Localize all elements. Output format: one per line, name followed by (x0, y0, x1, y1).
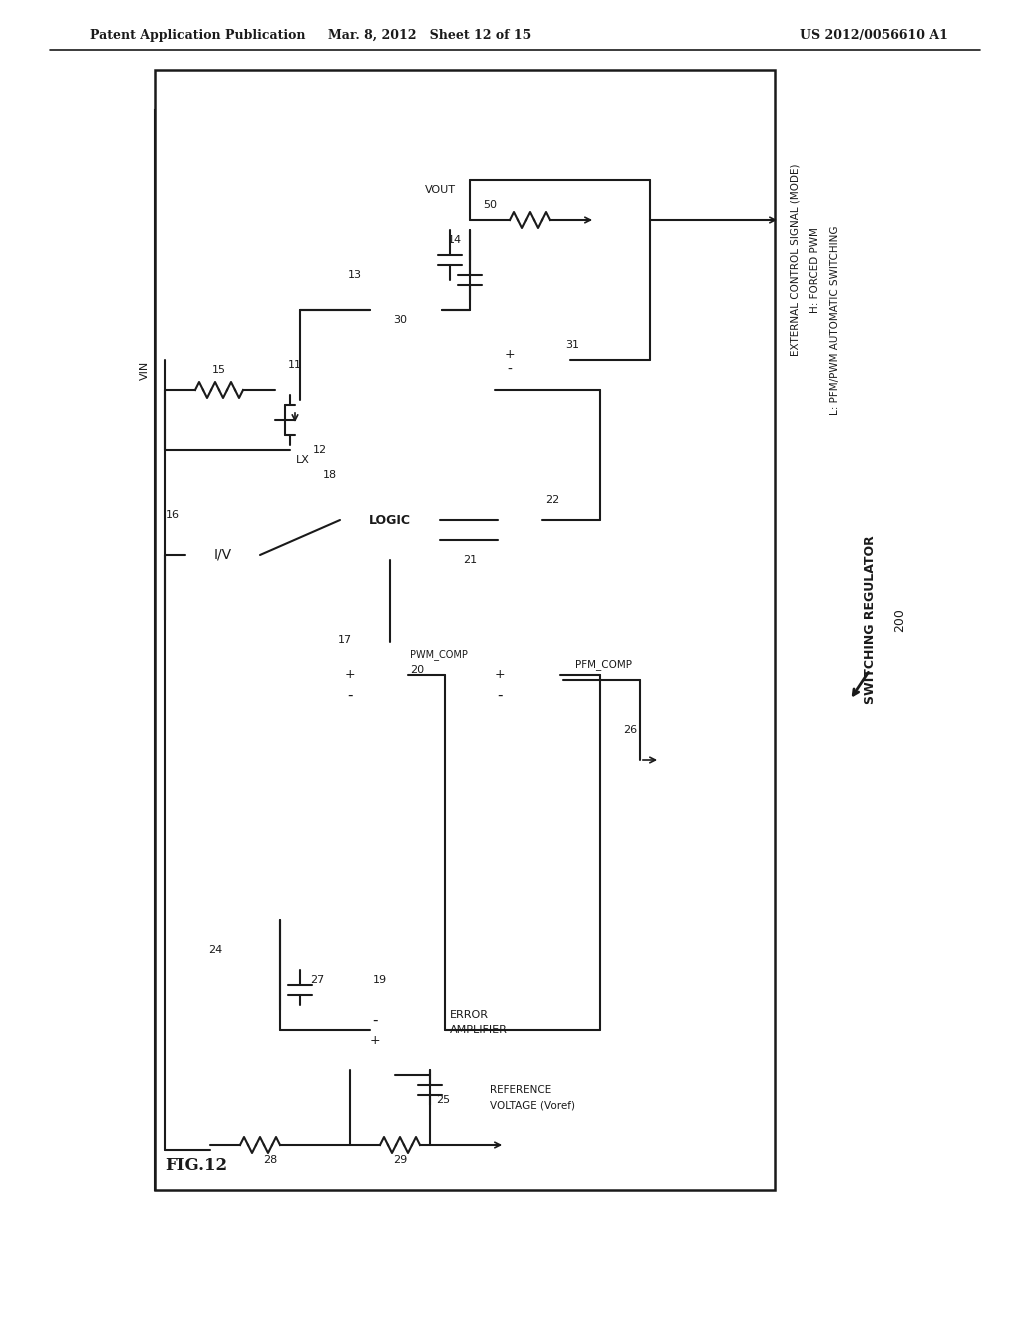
Text: PFM_COMP: PFM_COMP (575, 660, 632, 671)
Text: ERROR: ERROR (450, 1010, 489, 1020)
Text: SWITCHING REGULATOR: SWITCHING REGULATOR (863, 536, 877, 705)
Text: -: - (347, 688, 352, 702)
Text: 30: 30 (393, 315, 407, 325)
Bar (340, 480, 440, 560)
Text: LX: LX (296, 455, 310, 465)
Text: 13: 13 (348, 271, 362, 280)
Text: 21: 21 (463, 554, 477, 565)
Text: 27: 27 (310, 975, 325, 985)
Bar (200, 906, 700, 1155)
Text: 11: 11 (288, 360, 302, 370)
Text: -: - (373, 1012, 378, 1027)
Text: -: - (498, 688, 503, 702)
Text: LOGIC: LOGIC (369, 513, 411, 527)
Text: AMPLIFIER: AMPLIFIER (450, 1026, 508, 1035)
Bar (155, 70, 775, 1191)
Text: L: PFM/PWM AUTOMATIC SWITCHING: L: PFM/PWM AUTOMATIC SWITCHING (830, 226, 840, 414)
Text: 50: 50 (483, 201, 497, 210)
Text: 24: 24 (208, 945, 222, 954)
Text: 200: 200 (894, 609, 906, 632)
Text: 26: 26 (623, 725, 637, 735)
Bar (155, 110, 775, 1191)
Text: 20: 20 (410, 665, 424, 675)
Text: 28: 28 (263, 1155, 278, 1166)
Text: 29: 29 (393, 1155, 408, 1166)
Text: 17: 17 (338, 635, 352, 645)
Text: 22: 22 (545, 495, 559, 506)
Text: 14: 14 (447, 235, 462, 246)
Text: FIG.12: FIG.12 (165, 1156, 227, 1173)
Text: 19: 19 (373, 975, 387, 985)
Text: 16: 16 (166, 510, 180, 520)
Text: REFERENCE: REFERENCE (490, 1085, 551, 1096)
Text: +: + (505, 348, 515, 362)
Text: Mar. 8, 2012   Sheet 12 of 15: Mar. 8, 2012 Sheet 12 of 15 (329, 29, 531, 41)
Text: PWM_COMP: PWM_COMP (410, 649, 468, 660)
Text: I/V: I/V (213, 548, 231, 562)
Text: 31: 31 (565, 341, 579, 350)
Text: 25: 25 (436, 1096, 451, 1105)
Text: +: + (345, 668, 355, 681)
Text: VOUT: VOUT (425, 185, 456, 195)
Text: Patent Application Publication: Patent Application Publication (90, 29, 305, 41)
Text: 15: 15 (212, 366, 226, 375)
Text: +: + (370, 1034, 380, 1047)
Text: +: + (495, 668, 505, 681)
Text: US 2012/0056610 A1: US 2012/0056610 A1 (800, 29, 948, 41)
Text: H: FORCED PWM: H: FORCED PWM (810, 227, 820, 313)
Text: 18: 18 (323, 470, 337, 480)
Text: -: - (508, 363, 512, 378)
Text: 12: 12 (313, 445, 327, 455)
Text: VOLTAGE (Voref): VOLTAGE (Voref) (490, 1100, 575, 1110)
Bar (185, 520, 260, 590)
Text: EXTERNAL CONTROL SIGNAL (MODE): EXTERNAL CONTROL SIGNAL (MODE) (790, 164, 800, 356)
Text: VIN: VIN (140, 360, 150, 380)
